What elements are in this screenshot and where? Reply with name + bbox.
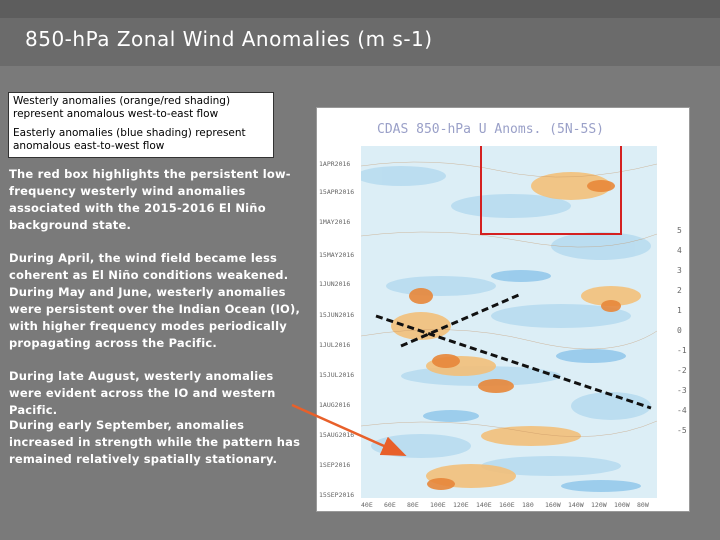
colorbar-label: 5 <box>677 226 682 235</box>
colorbar-label: -3 <box>677 386 687 395</box>
y-tick-label: 15AUG2016 <box>319 431 355 439</box>
legend-easterly-text: Easterly anomalies (blue shading) repres… <box>13 127 246 152</box>
x-tick-label: 160E <box>499 501 515 509</box>
colorbar-label: -4 <box>677 406 687 415</box>
legend-westerly-text: Westerly anomalies (orange/red shading) … <box>13 95 231 120</box>
paragraph-red-box: The red box highlights the persistent lo… <box>9 167 291 232</box>
x-tick-label: 80E <box>407 501 419 509</box>
y-tick-label: 1AUG2016 <box>319 401 351 409</box>
x-tick-label: 40E <box>361 501 373 509</box>
colorbar-label: 4 <box>677 246 682 255</box>
y-tick-label: 15JUL2016 <box>319 371 355 379</box>
paragraph-april-june: During April, the wind field became less… <box>9 251 301 350</box>
y-tick-label: 1JUN2016 <box>319 280 351 288</box>
y-tick-label: 1MAY2016 <box>319 218 351 226</box>
colorbar-label: -1 <box>677 346 687 355</box>
x-tick-label: 60E <box>384 501 396 509</box>
x-tick-label: 120E <box>453 501 469 509</box>
y-tick-label: 1JUL2016 <box>319 341 351 349</box>
x-tick-label: 100E <box>430 501 446 509</box>
y-tick-label: 15SEP2016 <box>319 491 355 499</box>
x-tick-label: 140E <box>476 501 492 509</box>
colorbar-label: -5 <box>677 426 687 435</box>
paragraph-late-august: During late August, westerly anomalies w… <box>9 369 276 417</box>
paragraph-early-september: During early September, anomalies increa… <box>9 418 301 466</box>
colorbar-label: -2 <box>677 366 687 375</box>
x-tick-label: 100W <box>614 501 630 509</box>
x-tick-label: 160W <box>545 501 561 509</box>
y-tick-label: 15JUN2016 <box>319 311 355 319</box>
y-tick-label: 1SEP2016 <box>319 461 351 469</box>
y-tick-label: 1APR2016 <box>319 160 351 168</box>
colorbar-label: 0 <box>677 326 682 335</box>
x-tick-label: 180 <box>522 501 534 509</box>
legend-box: Westerly anomalies (orange/red shading) … <box>8 92 274 158</box>
slide-title: 850-hPa Zonal Wind Anomalies (m s-1) <box>25 27 433 51</box>
x-tick-label: 140W <box>568 501 584 509</box>
colorbar-label: 1 <box>677 306 682 315</box>
colorbar-label: 3 <box>677 266 682 275</box>
hovmoller-plot <box>361 146 657 498</box>
y-tick-label: 15APR2016 <box>319 188 355 196</box>
x-tick-label: 80W <box>637 501 649 509</box>
title-bar <box>0 18 720 66</box>
top-strip <box>0 0 720 18</box>
hovmoller-figure: CDAS 850-hPa U Anoms. (5N-5S) <box>316 107 690 512</box>
y-tick-label: 15MAY2016 <box>319 251 355 259</box>
x-tick-label: 120W <box>591 501 607 509</box>
colorbar-label: 2 <box>677 286 682 295</box>
figure-title: CDAS 850-hPa U Anoms. (5N-5S) <box>377 122 604 137</box>
